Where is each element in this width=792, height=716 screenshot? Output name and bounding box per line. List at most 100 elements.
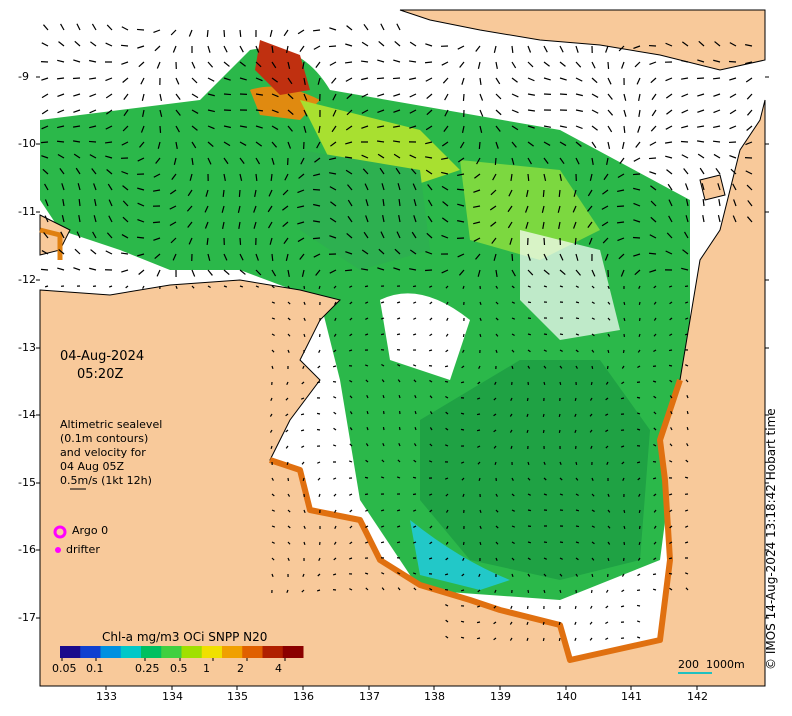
velocity-arrow [347, 199, 353, 207]
velocity-arrow [61, 215, 65, 223]
velocity-arrow [239, 285, 244, 288]
velocity-arrow [543, 45, 548, 53]
colorbar-segment [262, 646, 284, 658]
velocity-arrow [429, 395, 433, 399]
velocity-arrow [156, 61, 161, 69]
velocity-arrow [461, 125, 465, 133]
velocity-arrow [527, 493, 531, 496]
velocity-arrow [559, 173, 563, 181]
velocity-arrow [461, 77, 465, 85]
velocity-arrow [605, 605, 609, 609]
velocity-arrow [365, 215, 369, 223]
velocity-arrow [477, 461, 481, 465]
velocity-arrow [636, 412, 641, 415]
velocity-arrow [297, 189, 305, 194]
velocity-arrow [729, 155, 737, 159]
velocity-arrow [651, 109, 657, 117]
longitude-tick-label: 137 [359, 690, 380, 703]
velocity-arrow [317, 461, 321, 464]
velocity-arrow [649, 234, 657, 239]
velocity-arrow [121, 26, 129, 31]
velocity-arrow [685, 317, 689, 320]
velocity-arrow [267, 205, 273, 213]
longitude-tick-label: 138 [424, 690, 445, 703]
velocity-arrow [106, 24, 113, 31]
velocity-arrow [411, 231, 417, 239]
velocity-arrow [58, 41, 65, 47]
velocity-arrow [685, 525, 689, 528]
velocity-arrow [527, 365, 531, 369]
velocity-arrow [412, 476, 417, 479]
velocity-arrow [605, 45, 609, 53]
velocity-arrow [397, 459, 401, 463]
velocity-arrow [105, 77, 113, 82]
velocity-arrow [445, 509, 449, 513]
velocity-arrow [429, 379, 433, 383]
velocity-arrow [157, 141, 161, 149]
velocity-arrow [287, 493, 291, 497]
velocity-arrow [617, 173, 625, 179]
velocity-arrow [702, 215, 705, 223]
velocity-arrow [302, 477, 305, 482]
velocity-arrow [207, 141, 214, 148]
velocity-arrow [382, 443, 385, 447]
velocity-arrow [271, 93, 279, 98]
velocity-arrow [670, 411, 673, 415]
velocity-arrow [207, 125, 215, 130]
velocity-arrow [591, 541, 595, 545]
velocity-arrow [669, 509, 673, 513]
velocity-arrow [394, 248, 401, 255]
velocity-arrow [686, 443, 689, 447]
velocity-arrow [653, 541, 657, 545]
velocity-arrow [669, 460, 673, 463]
velocity-arrow [511, 525, 516, 528]
velocity-arrow [365, 525, 369, 528]
velocity-arrow [271, 301, 275, 304]
velocity-arrow [120, 44, 129, 47]
velocity-arrow [191, 93, 199, 99]
velocity-arrow [623, 301, 626, 306]
velocity-arrow [479, 93, 484, 101]
argo-label: Argo 0 [72, 524, 109, 537]
velocity-arrow [207, 93, 215, 97]
velocity-arrow [527, 141, 534, 147]
velocity-arrow [511, 125, 519, 131]
velocity-arrow [607, 333, 611, 337]
velocity-arrow [445, 285, 449, 289]
velocity-arrow [332, 573, 337, 576]
velocity-arrow [589, 429, 593, 433]
velocity-arrow [620, 269, 625, 277]
velocity-arrow [301, 397, 305, 400]
velocity-arrow [458, 269, 465, 276]
velocity-arrow [686, 410, 689, 415]
velocity-arrow [334, 525, 337, 529]
velocity-arrow [607, 541, 611, 545]
velocity-arrow [344, 269, 353, 272]
velocity-arrow [495, 141, 499, 149]
velocity-arrow [159, 109, 163, 117]
velocity-arrow [717, 215, 721, 223]
velocity-arrow [575, 333, 580, 336]
velocity-arrow [605, 621, 609, 624]
velocity-arrow [479, 77, 482, 86]
velocity-arrow [301, 445, 305, 448]
velocity-arrow [490, 189, 497, 196]
velocity-arrow [607, 141, 611, 149]
velocity-arrow [510, 173, 513, 182]
velocity-arrow [312, 220, 321, 223]
velocity-arrow [345, 251, 353, 255]
velocity-arrow [649, 141, 657, 146]
velocity-arrow [122, 185, 129, 191]
velocity-arrow [269, 429, 273, 433]
velocity-arrow [653, 493, 657, 497]
velocity-arrow [239, 269, 246, 275]
velocity-arrow [527, 93, 535, 96]
velocity-arrow [169, 221, 177, 227]
velocity-arrow [460, 381, 465, 384]
velocity-arrow [346, 232, 353, 239]
velocity-arrow [441, 217, 449, 223]
velocity-arrow [188, 237, 193, 245]
velocity-arrow [543, 365, 547, 369]
velocity-arrow [527, 461, 530, 466]
velocity-arrow [57, 125, 65, 129]
